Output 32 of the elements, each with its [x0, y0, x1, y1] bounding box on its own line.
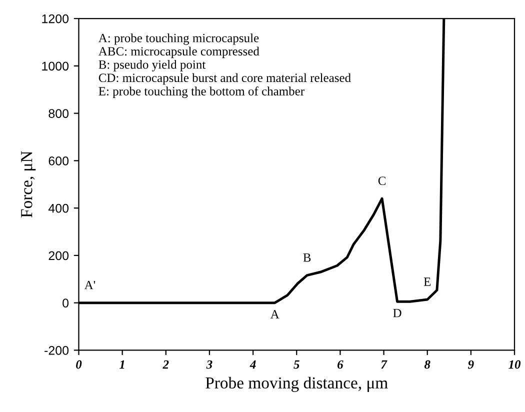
annotation: C: [378, 176, 386, 186]
annotation: D: [393, 308, 402, 318]
y-tick-label: 400: [48, 204, 69, 213]
y-tick-label: 1000: [42, 62, 69, 71]
x-tick-label: 8: [424, 360, 430, 369]
y-tick-label: 200: [48, 251, 69, 260]
y-axis-title: Force, μN: [21, 151, 36, 218]
x-tick-label: 5: [294, 360, 300, 369]
x-tick-label: 7: [381, 360, 388, 369]
annotation: A: probe touching microcapsule: [98, 33, 259, 45]
annotation: B: pseudo yield point: [98, 60, 206, 72]
annotation: E: probe touching the bottom of chamber: [98, 86, 304, 98]
x-tick-label: 4: [250, 360, 256, 369]
annotation: A': [84, 280, 96, 290]
x-tick-label: 1: [119, 360, 124, 369]
x-tick-label: 9: [468, 360, 474, 369]
annotation: ABC: microcapsule compressed: [98, 46, 260, 58]
annotation: B: [303, 253, 311, 262]
x-tick-label: 6: [338, 360, 344, 369]
x-tick-label: 3: [206, 360, 212, 369]
x-axis-title: Probe moving distance, μm: [206, 376, 388, 392]
x-tick-label: 10: [508, 360, 521, 369]
y-tick-label: -200: [44, 346, 69, 355]
x-tick-label: 2: [162, 360, 169, 369]
y-tick-label: 600: [48, 156, 69, 166]
y-tick-label: 800: [48, 109, 69, 118]
annotation: E: [424, 278, 431, 286]
y-tick-label: 1200: [42, 14, 69, 24]
y-tick-label: 0: [62, 298, 69, 308]
x-tick-label: 0: [76, 360, 82, 369]
annotation: CD: microcapsule burst and core material released: [98, 73, 351, 85]
annotation: A: [270, 310, 280, 318]
